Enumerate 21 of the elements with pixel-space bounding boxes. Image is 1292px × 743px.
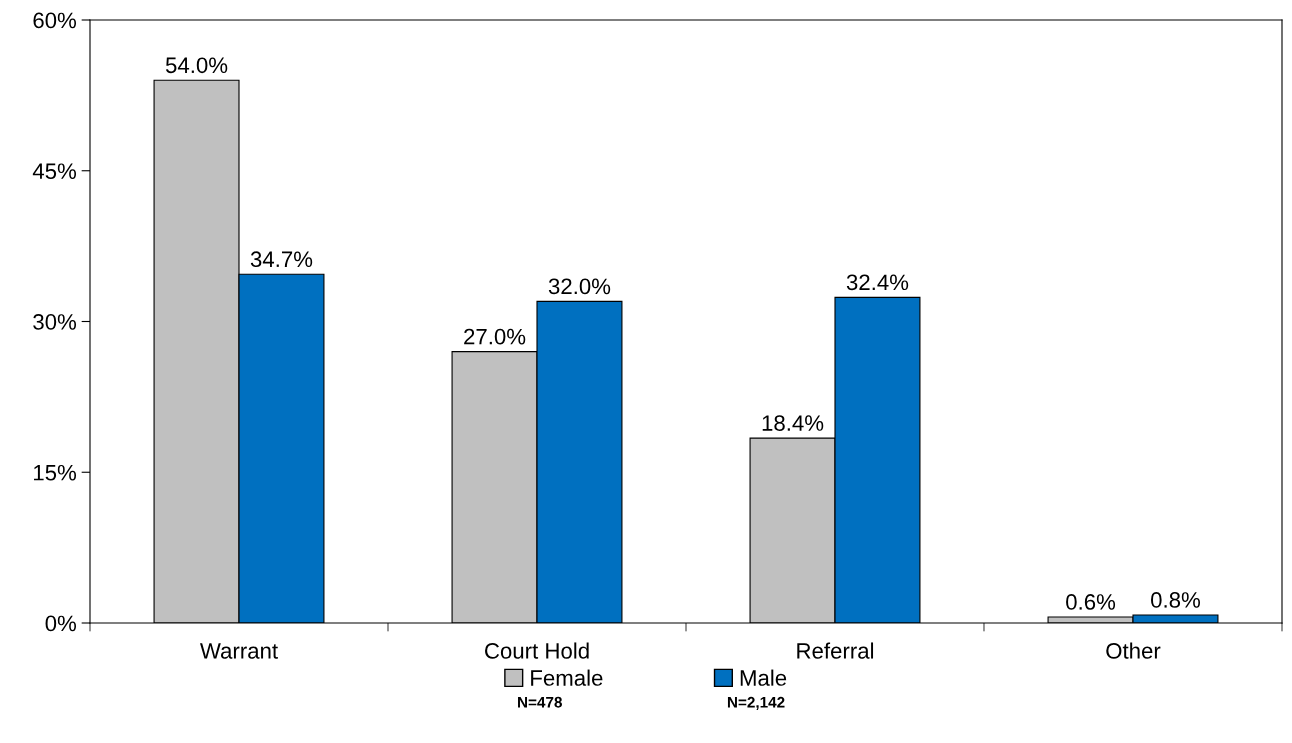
x-tick-label: Other bbox=[1106, 642, 1161, 659]
data-label: 34.7% bbox=[250, 251, 313, 268]
x-tick-label: Warrant bbox=[200, 643, 278, 659]
data-label: 18.4% bbox=[762, 415, 824, 431]
y-tick-label: 45% bbox=[32, 163, 77, 180]
text: N=2,142 bbox=[727, 696, 785, 710]
y-tick-label: 30% bbox=[33, 314, 77, 330]
data-label: 32.0% bbox=[548, 278, 611, 295]
y-tick-label: 60% bbox=[33, 12, 77, 29]
text: N=478 bbox=[518, 696, 562, 708]
legend-label: Female bbox=[531, 669, 603, 686]
x-tick-label: Referral bbox=[797, 642, 874, 659]
legend-label: Male bbox=[740, 669, 787, 686]
y-tick-label: 0% bbox=[45, 615, 77, 632]
x-tick-label: Court Hold bbox=[485, 642, 589, 659]
data-label: 32.4% bbox=[846, 274, 909, 291]
data-label: 0.6% bbox=[1066, 594, 1116, 610]
data-label: 27.0% bbox=[464, 328, 526, 345]
y-tick-label: 15% bbox=[34, 464, 77, 481]
data-label: 0.8% bbox=[1151, 592, 1200, 608]
data-label: 54.0% bbox=[165, 57, 228, 74]
